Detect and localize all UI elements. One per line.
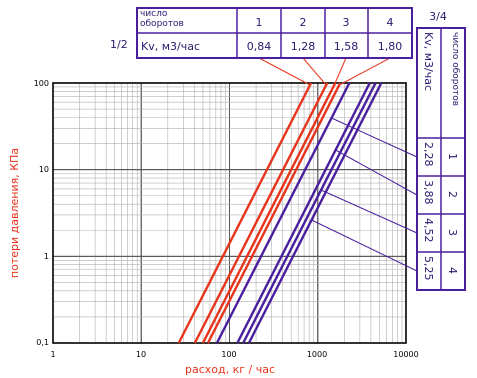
- table-1-2-kv: 1,80: [378, 40, 403, 53]
- table-3-4-kv: 3,88: [422, 180, 435, 205]
- y-tick-label: 0,1: [36, 338, 49, 347]
- leader-line-half-4: [339, 57, 391, 86]
- table-3-4-turn: 4: [446, 267, 459, 274]
- leader-line-three-quarter-4: [311, 219, 418, 272]
- series-line-three-quarter-2: [236, 82, 371, 344]
- series-line-three-quarter-3: [242, 82, 377, 344]
- table-3-4-kv: 2,28: [422, 142, 435, 167]
- series-line-half-2: [193, 82, 329, 344]
- leader-line-three-quarter-1: [331, 117, 418, 158]
- table-1-2-row2-label: Kv, м3/час: [141, 40, 200, 53]
- series-line-half-3: [201, 82, 337, 344]
- y-tick-labels: 100 10 1 0,1: [34, 79, 49, 347]
- series-lines: [177, 82, 383, 344]
- x-tick-label: 1000: [307, 350, 327, 359]
- y-axis-label: потери давления, КПа: [8, 148, 21, 278]
- grid: [52, 82, 407, 344]
- x-tick-label: 10000: [393, 350, 418, 359]
- table-3-4-label: 3/4: [429, 10, 447, 23]
- leader-line-three-quarter-2: [335, 149, 418, 196]
- y-tick-label: 1: [44, 252, 49, 261]
- table-1-2-turn: 4: [387, 16, 394, 29]
- x-tick-label: 1: [50, 350, 55, 359]
- table-3-4-kv: 5,25: [422, 256, 435, 281]
- plot-frame: [52, 82, 407, 344]
- kv-table-1-2: 1/2 число оборотов Kv, м3/час 1 2 3 4 0,…: [110, 7, 413, 59]
- leader-lines: [258, 57, 418, 272]
- x-tick-label: 100: [221, 350, 236, 359]
- table-3-4-col1-label: число оборотов: [450, 32, 460, 106]
- y-tick-label: 10: [39, 165, 49, 174]
- leader-line-half-2: [302, 57, 327, 86]
- table-3-4-col2-label: Kv, м3/час: [422, 32, 435, 91]
- table-1-2-turn: 3: [343, 16, 350, 29]
- table-1-2-turn: 1: [256, 16, 263, 29]
- table-1-2-turn: 2: [300, 16, 307, 29]
- table-3-4-turn: 2: [446, 191, 459, 198]
- table-1-2-kv: 0,84: [247, 40, 272, 53]
- table-3-4-kv: 4,52: [422, 218, 435, 243]
- leader-line-half-3: [333, 57, 347, 86]
- table-3-4-turn: 1: [446, 153, 459, 160]
- leader-line-half-1: [258, 57, 311, 86]
- table-1-2-row1-label: число оборотов: [140, 9, 184, 29]
- leader-line-three-quarter-3: [320, 189, 418, 234]
- table-1-2-kv: 1,28: [291, 40, 316, 53]
- series-line-three-quarter-4: [247, 82, 383, 344]
- table-1-2-kv: 1,58: [334, 40, 359, 53]
- table-1-2-label: 1/2: [110, 38, 128, 51]
- series-line-half-4: [206, 82, 342, 344]
- series-line-half-1: [177, 82, 313, 344]
- x-tick-labels: 1 10 100 1000 10000: [50, 350, 418, 359]
- series-line-three-quarter-1: [215, 82, 351, 344]
- kv-table-3-4: 3/4 число оборотов Kv, м3/час 1 2 3 4 2,…: [416, 10, 466, 291]
- x-axis-label: расход, кг / час: [185, 363, 275, 376]
- table-3-4-turn: 3: [446, 229, 459, 236]
- x-tick-label: 10: [136, 350, 146, 359]
- y-tick-label: 100: [34, 79, 49, 88]
